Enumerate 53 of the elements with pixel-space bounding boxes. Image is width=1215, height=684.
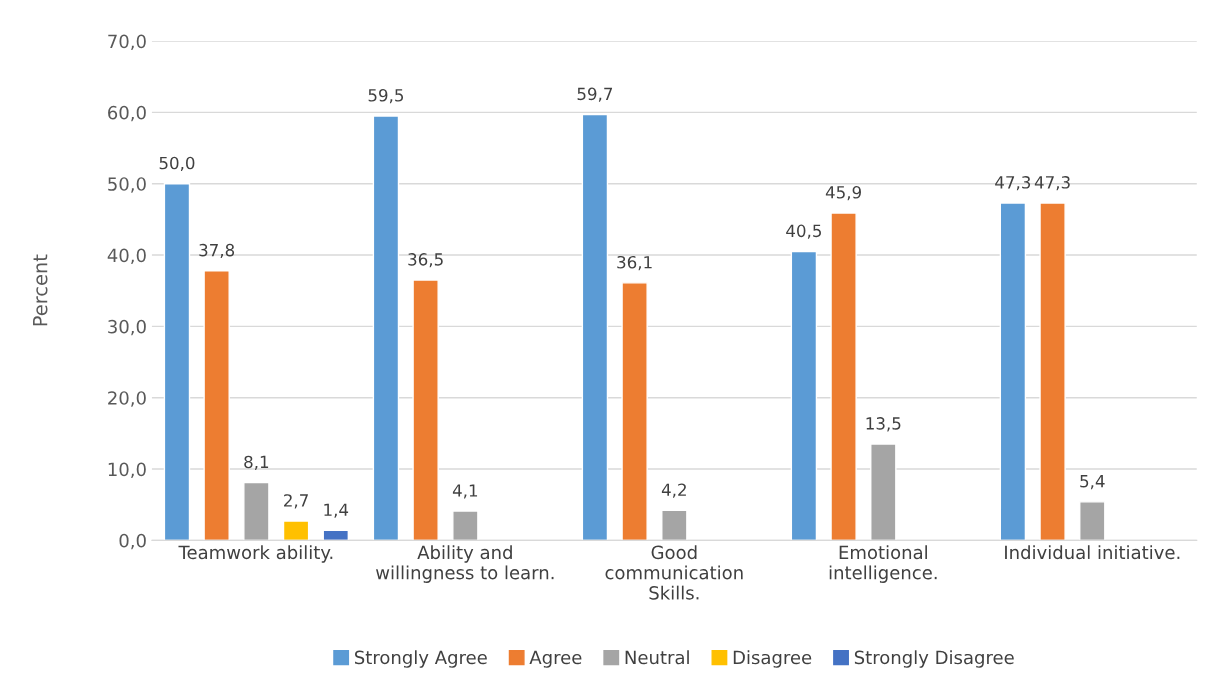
bar	[452, 510, 479, 541]
legend-label: Strongly Agree	[354, 650, 487, 668]
bar	[372, 115, 400, 541]
bar	[830, 212, 857, 541]
x-tick-label: Emotional intelligence.	[829, 545, 937, 583]
x-tick-label: Individual initiative.	[1005, 545, 1180, 560]
bar	[322, 529, 350, 541]
data-label: 13,5	[866, 417, 901, 432]
bar	[203, 270, 230, 541]
legend-label: Disagree	[733, 650, 812, 668]
data-label: 59,5	[368, 88, 404, 104]
bar	[870, 443, 897, 541]
x-tick-label: Ability and willingness to learn.	[376, 545, 554, 583]
bar	[581, 113, 609, 541]
legend-label: Strongly Disagree	[854, 650, 1014, 668]
data-label: 47,3	[1034, 176, 1070, 191]
y-tick-label: 70,0	[108, 34, 146, 50]
bar	[412, 279, 439, 541]
data-label: 47,3	[995, 176, 1031, 191]
bar	[661, 509, 688, 541]
bar	[790, 250, 818, 541]
bar	[163, 183, 191, 541]
data-label: 40,5	[786, 224, 821, 239]
data-label: 36,1	[617, 255, 652, 271]
data-label: 4,1	[452, 484, 478, 499]
y-tick-label: 0,0	[119, 533, 146, 550]
y-tick-label: 20,0	[108, 391, 146, 407]
y-tick-label: 60,0	[108, 105, 146, 122]
bar	[1039, 202, 1066, 541]
bar	[999, 202, 1027, 541]
bar	[243, 481, 270, 541]
data-label: 36,5	[408, 253, 443, 268]
y-tick-label: 10,0	[108, 462, 146, 478]
data-label: 37,8	[199, 243, 235, 259]
data-label: 59,7	[577, 87, 613, 102]
y-tick-label: 30,0	[108, 319, 146, 336]
data-label: 50,0	[159, 156, 195, 172]
data-label: 5,4	[1080, 475, 1105, 490]
legend-label: Agree	[529, 650, 582, 668]
bar	[621, 282, 648, 541]
x-tick-label: Teamwork ability.	[178, 545, 333, 563]
data-label: 2,7	[284, 494, 308, 509]
data-label: 45,9	[825, 186, 861, 201]
x-tick-label: Good communication Skills.	[605, 545, 743, 600]
y-tick-label: 50,0	[108, 177, 146, 193]
bar	[1079, 501, 1106, 541]
bar	[282, 520, 310, 541]
data-label: 8,1	[244, 455, 269, 470]
legend-label: Neutral	[625, 650, 689, 665]
data-label: 4,2	[661, 483, 686, 498]
data-label: 1,4	[324, 503, 349, 518]
y-tick-label: 40,0	[107, 248, 146, 264]
y-axis-title: Percent	[33, 254, 48, 326]
